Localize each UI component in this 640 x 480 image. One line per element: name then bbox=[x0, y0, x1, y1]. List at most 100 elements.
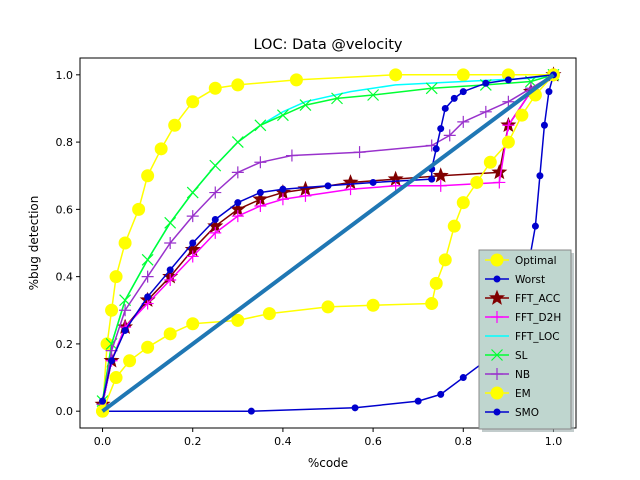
data-point bbox=[504, 76, 512, 84]
data-point bbox=[491, 164, 508, 180]
series-line-diagonal bbox=[101, 73, 555, 413]
legend-marker bbox=[491, 368, 503, 380]
data-point bbox=[186, 186, 199, 199]
legend-label: Worst bbox=[515, 274, 545, 286]
data-point bbox=[502, 95, 515, 108]
series-diagonal bbox=[101, 73, 555, 413]
data-point bbox=[289, 73, 303, 87]
data-point bbox=[163, 327, 177, 341]
data-point bbox=[299, 189, 312, 202]
data-point bbox=[515, 108, 529, 122]
data-point bbox=[470, 175, 484, 189]
data-point bbox=[119, 304, 132, 317]
data-point bbox=[164, 237, 177, 249]
data-point bbox=[367, 89, 380, 101]
data-point bbox=[141, 340, 155, 354]
data-point bbox=[457, 115, 470, 128]
data-point bbox=[501, 135, 515, 149]
data-point bbox=[186, 95, 200, 109]
data-point bbox=[531, 222, 539, 230]
data-point bbox=[141, 253, 154, 266]
legend-item-worst: Worst bbox=[485, 274, 545, 286]
data-point bbox=[351, 404, 359, 412]
series-em bbox=[96, 68, 560, 418]
data-point bbox=[123, 354, 137, 368]
data-point bbox=[276, 193, 289, 206]
x-tick-label: 0.0 bbox=[94, 435, 112, 448]
legend-label: SL bbox=[515, 350, 528, 362]
data-point bbox=[186, 210, 199, 223]
legend-marker bbox=[493, 408, 501, 416]
data-point bbox=[209, 186, 222, 199]
legend-label: FFT_D2H bbox=[515, 312, 561, 324]
legend-item-sl: SL bbox=[485, 349, 528, 362]
y-axis: 0.0 0.2 0.4 0.6 0.8 1.0 bbox=[56, 69, 80, 418]
data-point bbox=[425, 297, 439, 311]
data-point bbox=[231, 166, 244, 179]
data-point bbox=[493, 176, 506, 189]
data-point bbox=[321, 300, 335, 314]
data-point bbox=[285, 149, 298, 162]
data-point bbox=[254, 200, 267, 212]
data-point bbox=[279, 185, 287, 193]
data-point bbox=[231, 136, 244, 149]
data-point bbox=[262, 307, 276, 321]
data-point bbox=[482, 79, 490, 87]
data-point bbox=[254, 156, 267, 169]
data-point bbox=[344, 183, 357, 196]
data-point bbox=[438, 253, 452, 267]
data-point bbox=[456, 68, 470, 82]
data-point bbox=[437, 125, 445, 133]
data-point bbox=[231, 210, 244, 223]
x-axis-label: %code bbox=[308, 456, 348, 470]
data-point bbox=[99, 397, 107, 405]
legend-label: NB bbox=[515, 369, 530, 381]
data-point bbox=[108, 357, 116, 365]
data-point bbox=[331, 92, 343, 105]
data-point bbox=[209, 226, 222, 239]
legend-item-smo: SMO bbox=[485, 407, 539, 419]
legend-label: SMO bbox=[515, 407, 539, 419]
data-point bbox=[545, 88, 553, 96]
data-point bbox=[105, 303, 119, 317]
data-point bbox=[428, 175, 436, 183]
legend-marker bbox=[490, 253, 504, 267]
data-point bbox=[425, 82, 438, 95]
legend-marker bbox=[490, 386, 504, 400]
legend-item-fft-acc: FFT_ACC bbox=[485, 289, 560, 305]
x-tick-label: 0.6 bbox=[364, 435, 382, 448]
data-point bbox=[369, 178, 377, 186]
series-layer bbox=[94, 66, 562, 418]
data-point bbox=[434, 179, 447, 192]
legend-marker bbox=[488, 289, 506, 305]
data-point bbox=[459, 374, 467, 382]
data-point bbox=[231, 78, 245, 92]
data-point bbox=[168, 118, 182, 132]
data-point bbox=[432, 145, 440, 153]
x-axis: 0.0 0.2 0.4 0.6 0.8 1.0 bbox=[94, 428, 562, 448]
data-point bbox=[366, 298, 380, 312]
y-tick-label: 0.2 bbox=[56, 338, 74, 351]
data-point bbox=[109, 371, 123, 385]
series-smo bbox=[99, 71, 557, 405]
data-point bbox=[479, 105, 492, 118]
data-point bbox=[211, 215, 219, 223]
x-tick-label: 0.2 bbox=[184, 435, 202, 448]
data-point bbox=[166, 266, 174, 274]
data-point bbox=[443, 129, 456, 142]
data-point bbox=[414, 397, 422, 405]
legend-item-fft-d2h: FFT_D2H bbox=[485, 311, 561, 324]
legend-label: EM bbox=[515, 388, 531, 400]
y-tick-label: 0.4 bbox=[56, 271, 74, 284]
data-point bbox=[141, 270, 154, 283]
x-tick-label: 0.8 bbox=[455, 435, 473, 448]
y-tick-label: 0.8 bbox=[56, 136, 74, 149]
data-point bbox=[109, 270, 123, 284]
legend-label: FFT_LOC bbox=[515, 331, 560, 343]
data-point bbox=[437, 390, 445, 398]
legend: Optimal Worst FFT_ACC FFT_D2H FFT_LOC SL NB EM S… bbox=[478, 249, 574, 432]
data-point bbox=[299, 99, 312, 112]
data-point bbox=[256, 189, 264, 197]
legend-item-fft-loc: FFT_LOC bbox=[485, 331, 560, 343]
